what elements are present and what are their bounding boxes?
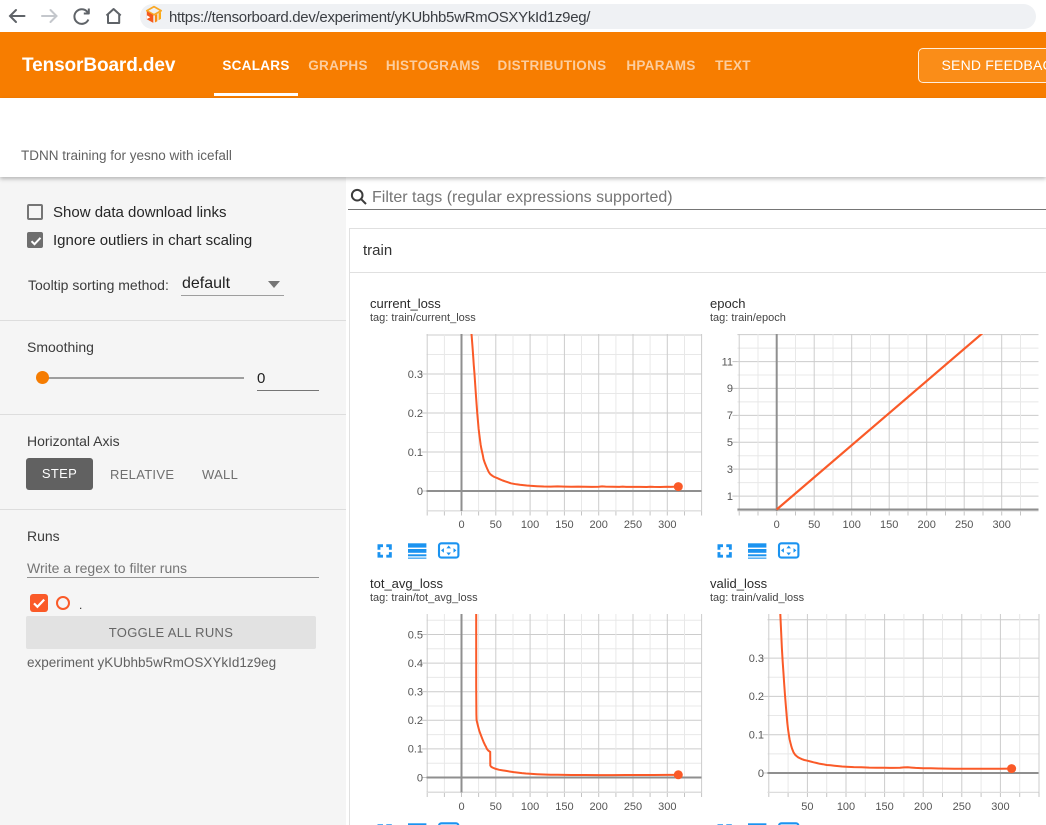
svg-text:100: 100 [837,801,855,813]
svg-text:300: 300 [991,801,1009,813]
svg-text:0: 0 [458,519,464,531]
svg-text:200: 200 [914,801,932,813]
svg-text:11: 11 [722,356,733,368]
svg-text:0.2: 0.2 [749,691,764,703]
svg-text:150: 150 [875,801,893,813]
svg-text:0.1: 0.1 [408,744,423,756]
svg-text:0: 0 [417,772,423,784]
svg-text:300: 300 [658,519,676,531]
svg-text:200: 200 [918,519,936,531]
svg-text:0.2: 0.2 [408,408,423,420]
svg-text:7: 7 [727,410,733,422]
svg-text:250: 250 [624,801,642,813]
svg-text:0: 0 [458,801,464,813]
svg-text:50: 50 [808,519,820,531]
svg-text:100: 100 [843,519,861,531]
svg-text:50: 50 [801,801,813,813]
svg-text:250: 250 [955,519,973,531]
svg-text:200: 200 [590,519,608,531]
svg-text:0.3: 0.3 [408,369,423,381]
svg-text:150: 150 [555,801,573,813]
svg-text:50: 50 [490,801,502,813]
svg-text:150: 150 [555,519,573,531]
svg-text:0.2: 0.2 [408,715,423,727]
svg-text:0.5: 0.5 [408,629,423,641]
svg-text:0.1: 0.1 [749,730,764,742]
svg-text:300: 300 [658,801,676,813]
svg-text:9: 9 [727,383,733,395]
svg-text:300: 300 [993,519,1011,531]
svg-text:100: 100 [521,801,539,813]
svg-text:0: 0 [758,768,764,780]
svg-text:150: 150 [880,519,898,531]
svg-text:0.1: 0.1 [408,447,423,459]
svg-text:0.4: 0.4 [408,658,423,670]
svg-text:50: 50 [490,519,502,531]
svg-text:3: 3 [727,464,733,476]
svg-text:0: 0 [417,486,423,498]
svg-text:250: 250 [624,519,642,531]
svg-text:0.3: 0.3 [408,687,423,699]
svg-text:250: 250 [953,801,971,813]
svg-text:100: 100 [521,519,539,531]
svg-text:1: 1 [727,491,733,503]
svg-text:0: 0 [774,519,780,531]
svg-text:5: 5 [727,437,733,449]
svg-text:200: 200 [590,801,608,813]
svg-text:0.3: 0.3 [749,653,764,665]
